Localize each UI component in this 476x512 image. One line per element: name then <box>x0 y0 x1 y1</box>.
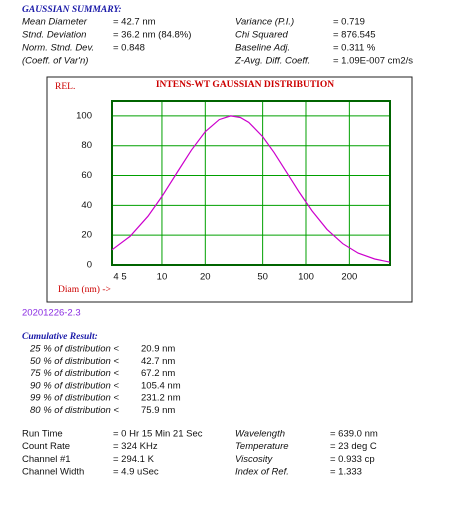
cumulative-title: Cumulative Result: <box>22 332 98 342</box>
field-value: 67.2 nm <box>141 368 175 379</box>
curve <box>111 115 391 263</box>
plot-area <box>112 101 390 265</box>
field-label: Chi Squared <box>235 30 289 41</box>
field-label: 25 % of distribution < <box>29 344 119 355</box>
chart-title: INTENS-WT GAUSSIAN DISTRIBUTION <box>156 80 334 90</box>
x-tick-label: 50 <box>257 272 268 283</box>
field-value: = 42.7 nm <box>113 17 156 28</box>
field-value: = 0 Hr 15 Min 21 Sec <box>113 429 203 440</box>
x-tick-label: 10 <box>157 272 168 283</box>
field-label: Viscosity <box>235 454 274 465</box>
field-label: Mean Diameter <box>22 17 88 28</box>
field-value: = 0.719 <box>333 17 365 28</box>
field-label: 90 % of distribution < <box>30 380 119 391</box>
field-label: Wavelength <box>235 429 285 440</box>
x-tick-label: 200 <box>341 272 357 283</box>
y-tick-label: 100 <box>76 110 92 121</box>
field-value: 75.9 nm <box>141 405 175 416</box>
field-value: 231.2 nm <box>141 393 181 404</box>
field-value: = 324 KHz <box>113 441 158 452</box>
field-label: Norm. Stnd. Dev. <box>22 43 94 54</box>
plot-frame <box>111 100 391 266</box>
y-tick-label: 60 <box>81 170 92 181</box>
field-label: Z-Avg. Diff. Coeff. <box>234 56 310 67</box>
x-tick-label: 100 <box>298 272 314 283</box>
field-value: 20.9 nm <box>141 344 175 355</box>
field-label: 99 % of distribution < <box>30 393 119 404</box>
summary-title: GAUSSIAN SUMMARY: <box>22 5 122 15</box>
field-label: Index of Ref. <box>235 467 289 478</box>
y-label: REL. <box>55 82 75 92</box>
field-value: = 0.848 <box>113 43 145 54</box>
y-tick-label: 40 <box>81 200 92 211</box>
field-label: 75 % of distribution < <box>30 368 119 379</box>
field-label: Count Rate <box>22 441 70 452</box>
field-label: Variance (P.I.) <box>235 17 294 28</box>
field-value: = 4.9 uSec <box>113 467 159 478</box>
field-value: = 36.2 nm (84.8%) <box>113 30 191 41</box>
field-label: 50 % of distribution < <box>30 356 119 367</box>
field-value: 42.7 nm <box>141 356 175 367</box>
y-tick-label: 80 <box>81 140 92 151</box>
y-tick-label: 0 <box>87 260 92 271</box>
field-value: = 0.933 cp <box>330 454 375 465</box>
field-label: Baseline Adj. <box>235 43 290 54</box>
field-label: Run Time <box>22 429 63 440</box>
y-tick-label: 20 <box>81 230 92 241</box>
field-value: = 1.333 <box>330 467 362 478</box>
field-value: = 23 deg C <box>330 441 377 452</box>
field-label: Channel #1 <box>22 454 71 465</box>
x-tick-label: 20 <box>200 272 211 283</box>
field-label: 80 % of distribution < <box>30 405 119 416</box>
sample-id: 20201226-2.3 <box>22 308 81 319</box>
field-label: Channel Width <box>22 467 84 478</box>
field-value: = 876.545 <box>333 30 376 41</box>
field-value: = 294.1 K <box>113 454 155 465</box>
field-value: = 639.0 nm <box>330 429 378 440</box>
x-label: Diam (nm) -> <box>58 284 111 295</box>
field-value: = 0.311 % <box>333 43 376 54</box>
field-label: Stnd. Deviation <box>22 30 86 41</box>
field-value: 105.4 nm <box>141 380 181 391</box>
field-value: = 1.09E-007 cm2/s <box>333 56 413 67</box>
field-label: (Coeff. of Var'n) <box>22 56 88 67</box>
x-tick-label: 4 5 <box>113 272 126 283</box>
field-label: Temperature <box>235 441 289 452</box>
